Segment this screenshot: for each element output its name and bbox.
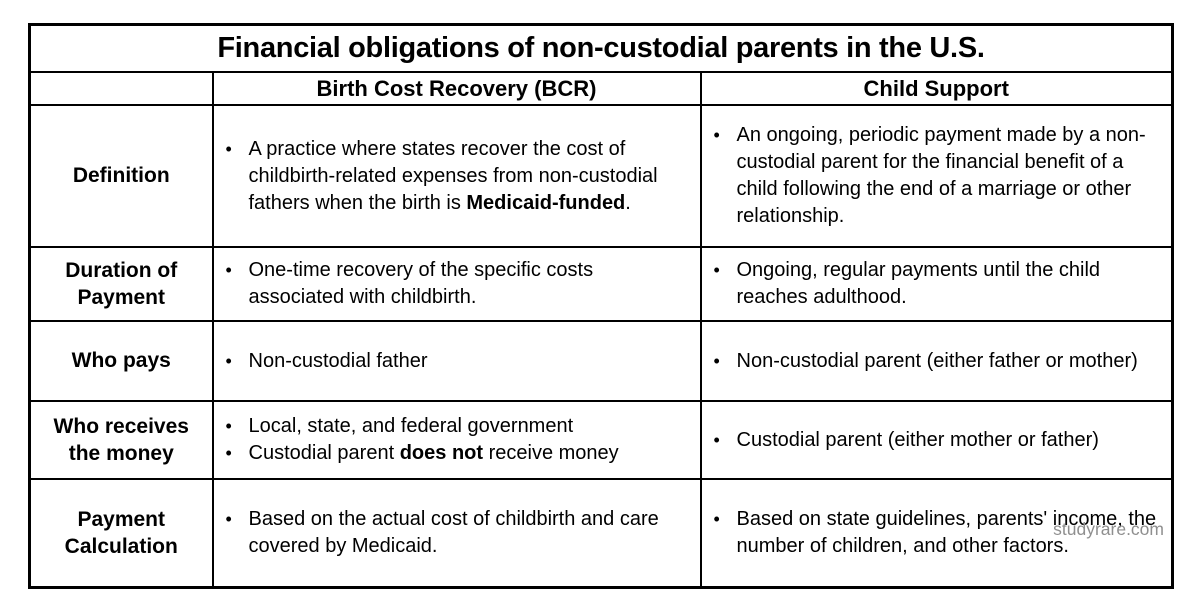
bcr-cell: • Based on the actual cost of childbirth …	[211, 478, 702, 589]
child-support-cell: • Custodial parent (either mother or fath…	[699, 400, 1174, 480]
table-row: Who receives the money • Local, state, and…	[28, 400, 1174, 480]
bullet-item: • Non-custodial father	[214, 348, 692, 375]
bullet-item: • Non-custodial parent (either father or …	[702, 348, 1164, 375]
bullet-text: Custodial parent does not receive money	[248, 442, 619, 464]
bullet-icon: •	[225, 260, 232, 280]
bullet-item: • Ongoing, regular payments until the chi…	[702, 257, 1164, 311]
bcr-cell: • One-time recovery of the specific costs…	[211, 246, 702, 322]
bullet-text: Based on state guidelines, parents' inco…	[736, 508, 1157, 557]
table-row: Definition • A practice where states recov…	[28, 104, 1174, 248]
bcr-cell: • Local, state, and federal government • Cu…	[211, 400, 702, 480]
child-support-cell: • Ongoing, regular payments until the chi…	[699, 246, 1174, 322]
bullet-icon: •	[225, 509, 232, 529]
bullet-icon: •	[713, 260, 720, 280]
bullet-icon: •	[225, 350, 232, 371]
child-support-cell: • Non-custodial parent (either father or …	[699, 320, 1174, 402]
bullet-text: Non-custodial parent (either father or m…	[736, 349, 1138, 372]
bullet-icon: •	[225, 443, 232, 463]
bullet-text: Custodial parent (either mother or fathe…	[736, 428, 1099, 451]
table-row: Duration of Payment • One-time recovery of…	[28, 246, 1174, 322]
child-support-cell: • An ongoing, periodic payment made by a …	[699, 104, 1174, 248]
bullet-text: One-time recovery of the specific costs …	[248, 259, 594, 308]
bullet-item: • One-time recovery of the specific costs…	[214, 257, 692, 311]
bcr-cell: • Non-custodial father	[211, 320, 702, 402]
header-row: Birth Cost Recovery (BCR) Child Support	[28, 71, 1174, 106]
bullet-text: Ongoing, regular payments until the chil…	[736, 259, 1101, 308]
page-title: Financial obligations of non-custodial p…	[28, 23, 1174, 73]
bullet-item: • Based on the actual cost of childbirth …	[214, 506, 692, 560]
bullet-icon: •	[713, 125, 720, 145]
bullet-icon: •	[713, 350, 720, 371]
column-header-bcr: Birth Cost Recovery (BCR)	[211, 71, 702, 106]
corner-cell	[28, 71, 214, 106]
row-label: Who pays	[28, 320, 214, 402]
bullet-text: An ongoing, periodic payment made by a n…	[736, 124, 1146, 227]
row-label: Duration of Payment	[28, 246, 214, 322]
bullet-item: • Based on state guidelines, parents' inc…	[702, 506, 1164, 560]
bullet-item: • A practice where states recover the cos…	[214, 136, 692, 217]
comparison-table: Financial obligations of non-custodial p…	[28, 23, 1174, 589]
bullet-text: A practice where states recover the cost…	[248, 137, 658, 214]
watermark: studyrare.com	[1053, 518, 1164, 539]
bullet-icon: •	[225, 138, 232, 159]
bullet-icon: •	[225, 416, 232, 436]
child-support-cell: • Based on state guidelines, parents' inc…	[699, 478, 1174, 589]
row-label: Who receives the money	[28, 400, 214, 480]
title-row: Financial obligations of non-custodial p…	[28, 23, 1174, 73]
column-header-child-support: Child Support	[699, 71, 1174, 106]
bullet-item: • An ongoing, periodic payment made by a …	[702, 122, 1164, 230]
bullet-text: Based on the actual cost of childbirth a…	[248, 508, 659, 557]
table-row: Who pays • Non-custodial father • Non-custod…	[28, 320, 1174, 402]
bullet-item: • Custodial parent (either mother or fath…	[702, 427, 1164, 454]
row-label: Definition	[28, 104, 214, 248]
bullet-item: • Local, state, and federal government	[214, 413, 692, 440]
bullet-item: • Custodial parent does not receive money	[214, 440, 692, 467]
bcr-cell: • A practice where states recover the cos…	[211, 104, 702, 248]
bullet-icon: •	[713, 429, 720, 450]
bullet-text: Local, state, and federal government	[248, 415, 574, 437]
bullet-icon: •	[713, 509, 720, 529]
table-row: Payment Calculation • Based on the actual …	[28, 478, 1174, 589]
bullet-text: Non-custodial father	[248, 349, 428, 372]
row-label: Payment Calculation	[28, 478, 214, 589]
